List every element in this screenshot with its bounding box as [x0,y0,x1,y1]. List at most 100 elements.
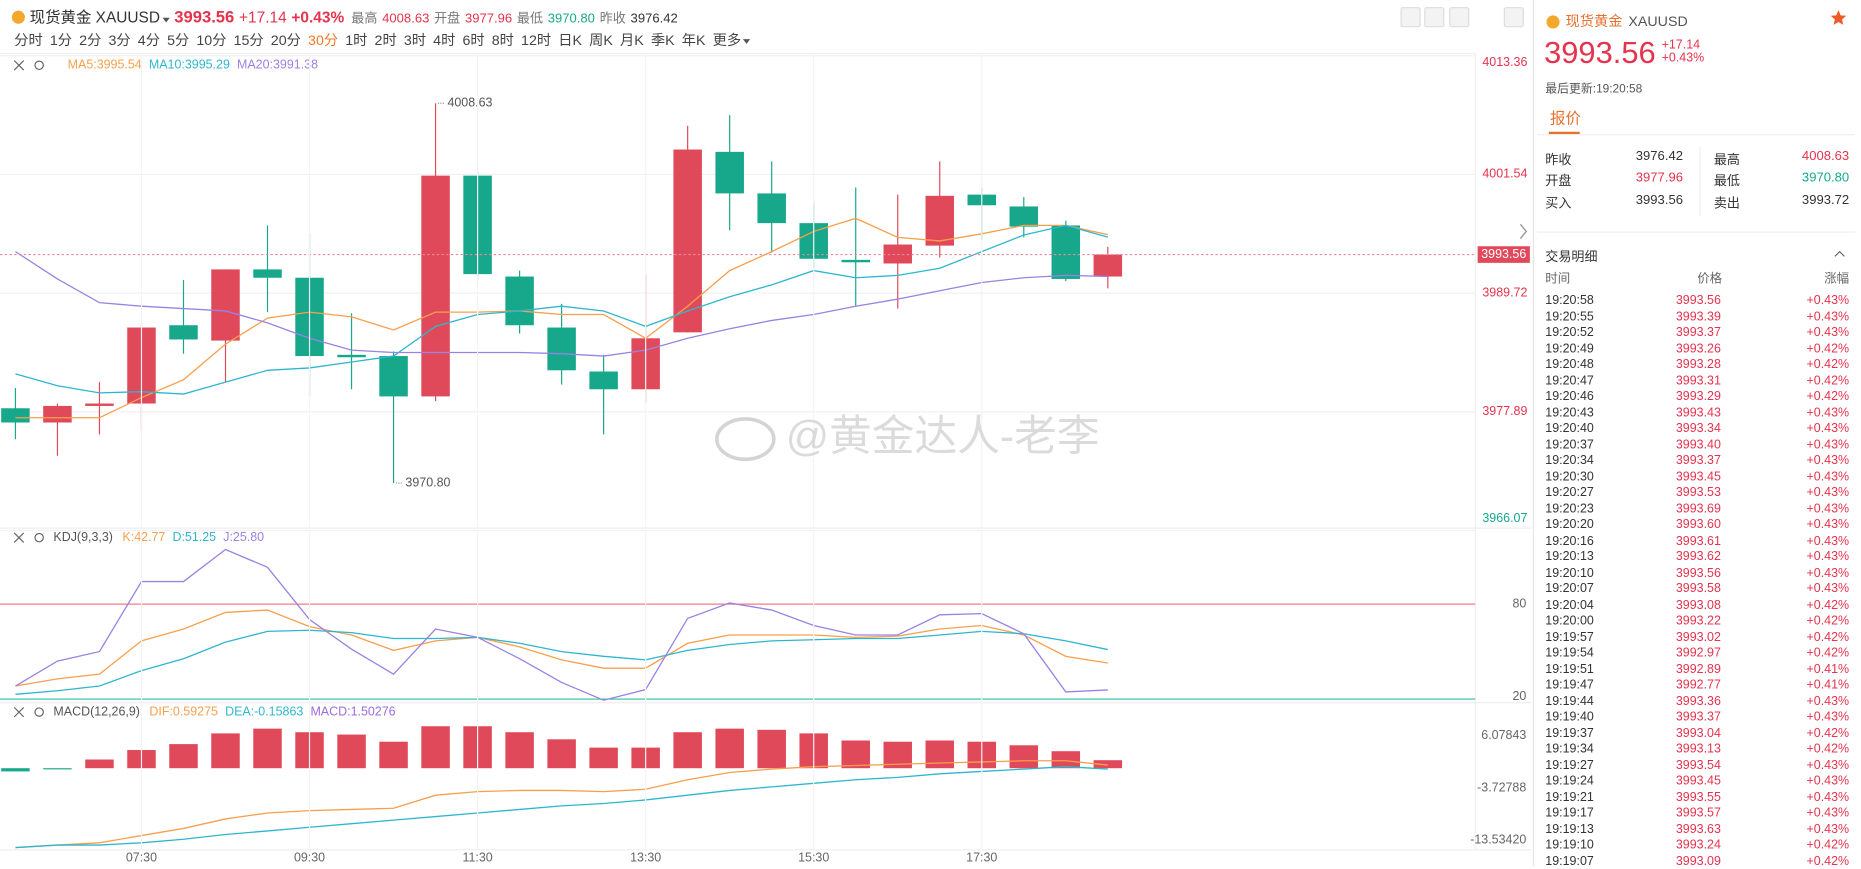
collapse-icon[interactable] [1834,249,1846,258]
macd-bar [505,732,534,769]
trade-time: 19:19:07 [1545,853,1594,869]
stat-value: 4008.63 [382,11,430,27]
quote-value: 3993.56 [1635,193,1683,208]
period-tab[interactable]: 周K [589,32,613,49]
macd-bar [1009,745,1039,769]
trades-title: 交易明细 [1545,250,1598,265]
trade-price: 3993.08 [1675,597,1721,612]
period-tab[interactable]: 1时 [345,32,368,49]
trade-time: 19:20:00 [1545,613,1594,628]
period-tab[interactable]: 3分 [108,32,131,49]
period-tab[interactable]: 12时 [521,32,552,49]
trade-change: +0.42% [1806,341,1850,356]
favorite-star[interactable] [1830,9,1847,26]
trade-change: +0.41% [1806,677,1850,692]
macd-bar [379,741,408,769]
period-tab[interactable]: 更多 [713,30,751,50]
quote-panel: 现货黄金 XAUUSD 3993.56 +17.14 +0.43% 最后更新:1… [1536,0,1856,869]
legend-entry: D:51.25 [172,530,216,544]
caret[interactable] [743,39,751,44]
period-tab[interactable]: 日K [558,32,583,49]
close-button[interactable] [1503,7,1524,28]
trade-time: 19:20:23 [1545,501,1594,516]
period-tab[interactable]: 4分 [137,32,160,49]
trade-price: 3993.37 [1675,453,1721,468]
period-tab[interactable]: 10分 [196,32,227,49]
trade-time: 19:20:16 [1545,533,1594,548]
trade-row: 19:20:46 3993.29 +0.42% [1545,389,1849,404]
trade-price: 3993.53 [1675,485,1721,500]
trade-change: +0.43% [1806,309,1850,324]
macd-bar [253,728,282,769]
separator [1536,134,1856,136]
period-tab[interactable]: 1分 [49,32,73,49]
period-tab[interactable]: 季K [650,32,675,49]
caret[interactable] [162,17,170,23]
trade-row: 19:19:54 3992.97 +0.42% [1545,646,1849,661]
trade-change: +0.42% [1806,389,1850,404]
trade-price: 3992.77 [1675,677,1721,692]
period-tab[interactable]: 5分 [167,32,190,49]
indicator-title: MACD(12,26,9) [53,704,140,718]
period-tab[interactable]: 8时 [491,32,514,49]
y-tick-label: -3.72788 [1477,780,1526,794]
y-tick-label: 4001.54 [1482,167,1527,181]
trade-time: 19:20:30 [1545,469,1594,484]
trade-time: 19:19:37 [1545,725,1594,741]
close-icon [13,532,25,543]
trade-price: 3993.04 [1675,725,1721,741]
stat-label: 最高 [351,11,378,27]
trade-price: 3993.36 [1675,693,1721,708]
settings-icon[interactable] [34,532,44,543]
period-tab[interactable]: 2分 [79,32,102,49]
trade-price: 3993.22 [1675,613,1721,628]
period-tab[interactable]: 分时 [14,32,43,49]
period-tab[interactable]: 月K [620,32,644,49]
series-line [15,609,1108,687]
period-tab[interactable]: 30分 [308,32,339,49]
settings-icon[interactable] [34,60,44,71]
period-tab[interactable]: 年K [681,32,706,49]
trade-change: +0.43% [1806,453,1850,468]
trade-row: 19:20:52 3993.37 +0.43% [1545,325,1849,340]
quote-value: 3970.80 [1801,170,1850,186]
trade-time: 19:20:48 [1545,357,1594,372]
column-header: 涨幅 [1824,271,1850,287]
tab[interactable]: 报价 [1550,109,1581,127]
trade-time: 19:20:47 [1545,373,1594,388]
tool-button[interactable] [1449,7,1470,28]
trade-change: +0.42% [1806,837,1850,853]
trade-change: +0.43% [1806,533,1850,548]
expand-arrow[interactable] [1519,223,1528,240]
trade-row: 19:20:07 3993.58 +0.43% [1545,582,1849,597]
period-tab[interactable]: 2时 [374,32,397,49]
quote-row: 开盘 3977.96 最低 3970.80 [1545,171,1849,190]
trade-row: 19:19:51 3992.89 +0.41% [1545,662,1849,677]
series-line [15,766,1108,849]
period-tab[interactable]: 4时 [433,32,456,49]
trade-row: 19:20:13 3993.62 +0.43% [1545,550,1849,565]
tool-button[interactable] [1400,7,1421,28]
trade-change: +0.43% [1806,469,1850,484]
panel-symbol: XAUUSD [1628,12,1688,30]
macd-bar [673,732,702,769]
trade-change: +0.43% [1806,805,1850,821]
trade-price: 3993.54 [1675,757,1721,773]
macd-bar [43,768,72,770]
x-tick-label: 09:30 [294,850,325,864]
tool-button[interactable] [1424,7,1445,28]
trade-time: 19:20:04 [1545,597,1594,612]
candle-body [85,403,114,406]
trade-price: 3993.40 [1675,437,1721,452]
period-tab[interactable]: 3时 [403,32,427,49]
symbol-name[interactable]: 现货黄金 XAUUSD [29,8,160,27]
period-tab[interactable]: 15分 [233,32,264,49]
y-tick-label: 4013.36 [1482,55,1527,69]
trade-price: 3992.89 [1675,661,1721,676]
period-tab[interactable]: 20分 [270,32,301,49]
settings-icon[interactable] [34,707,44,717]
period-tab[interactable]: 6时 [462,32,485,49]
trade-row: 19:19:24 3993.45 +0.43% [1545,774,1849,789]
change-pct: +0.43% [291,8,345,27]
trade-change: +0.43% [1806,517,1850,532]
